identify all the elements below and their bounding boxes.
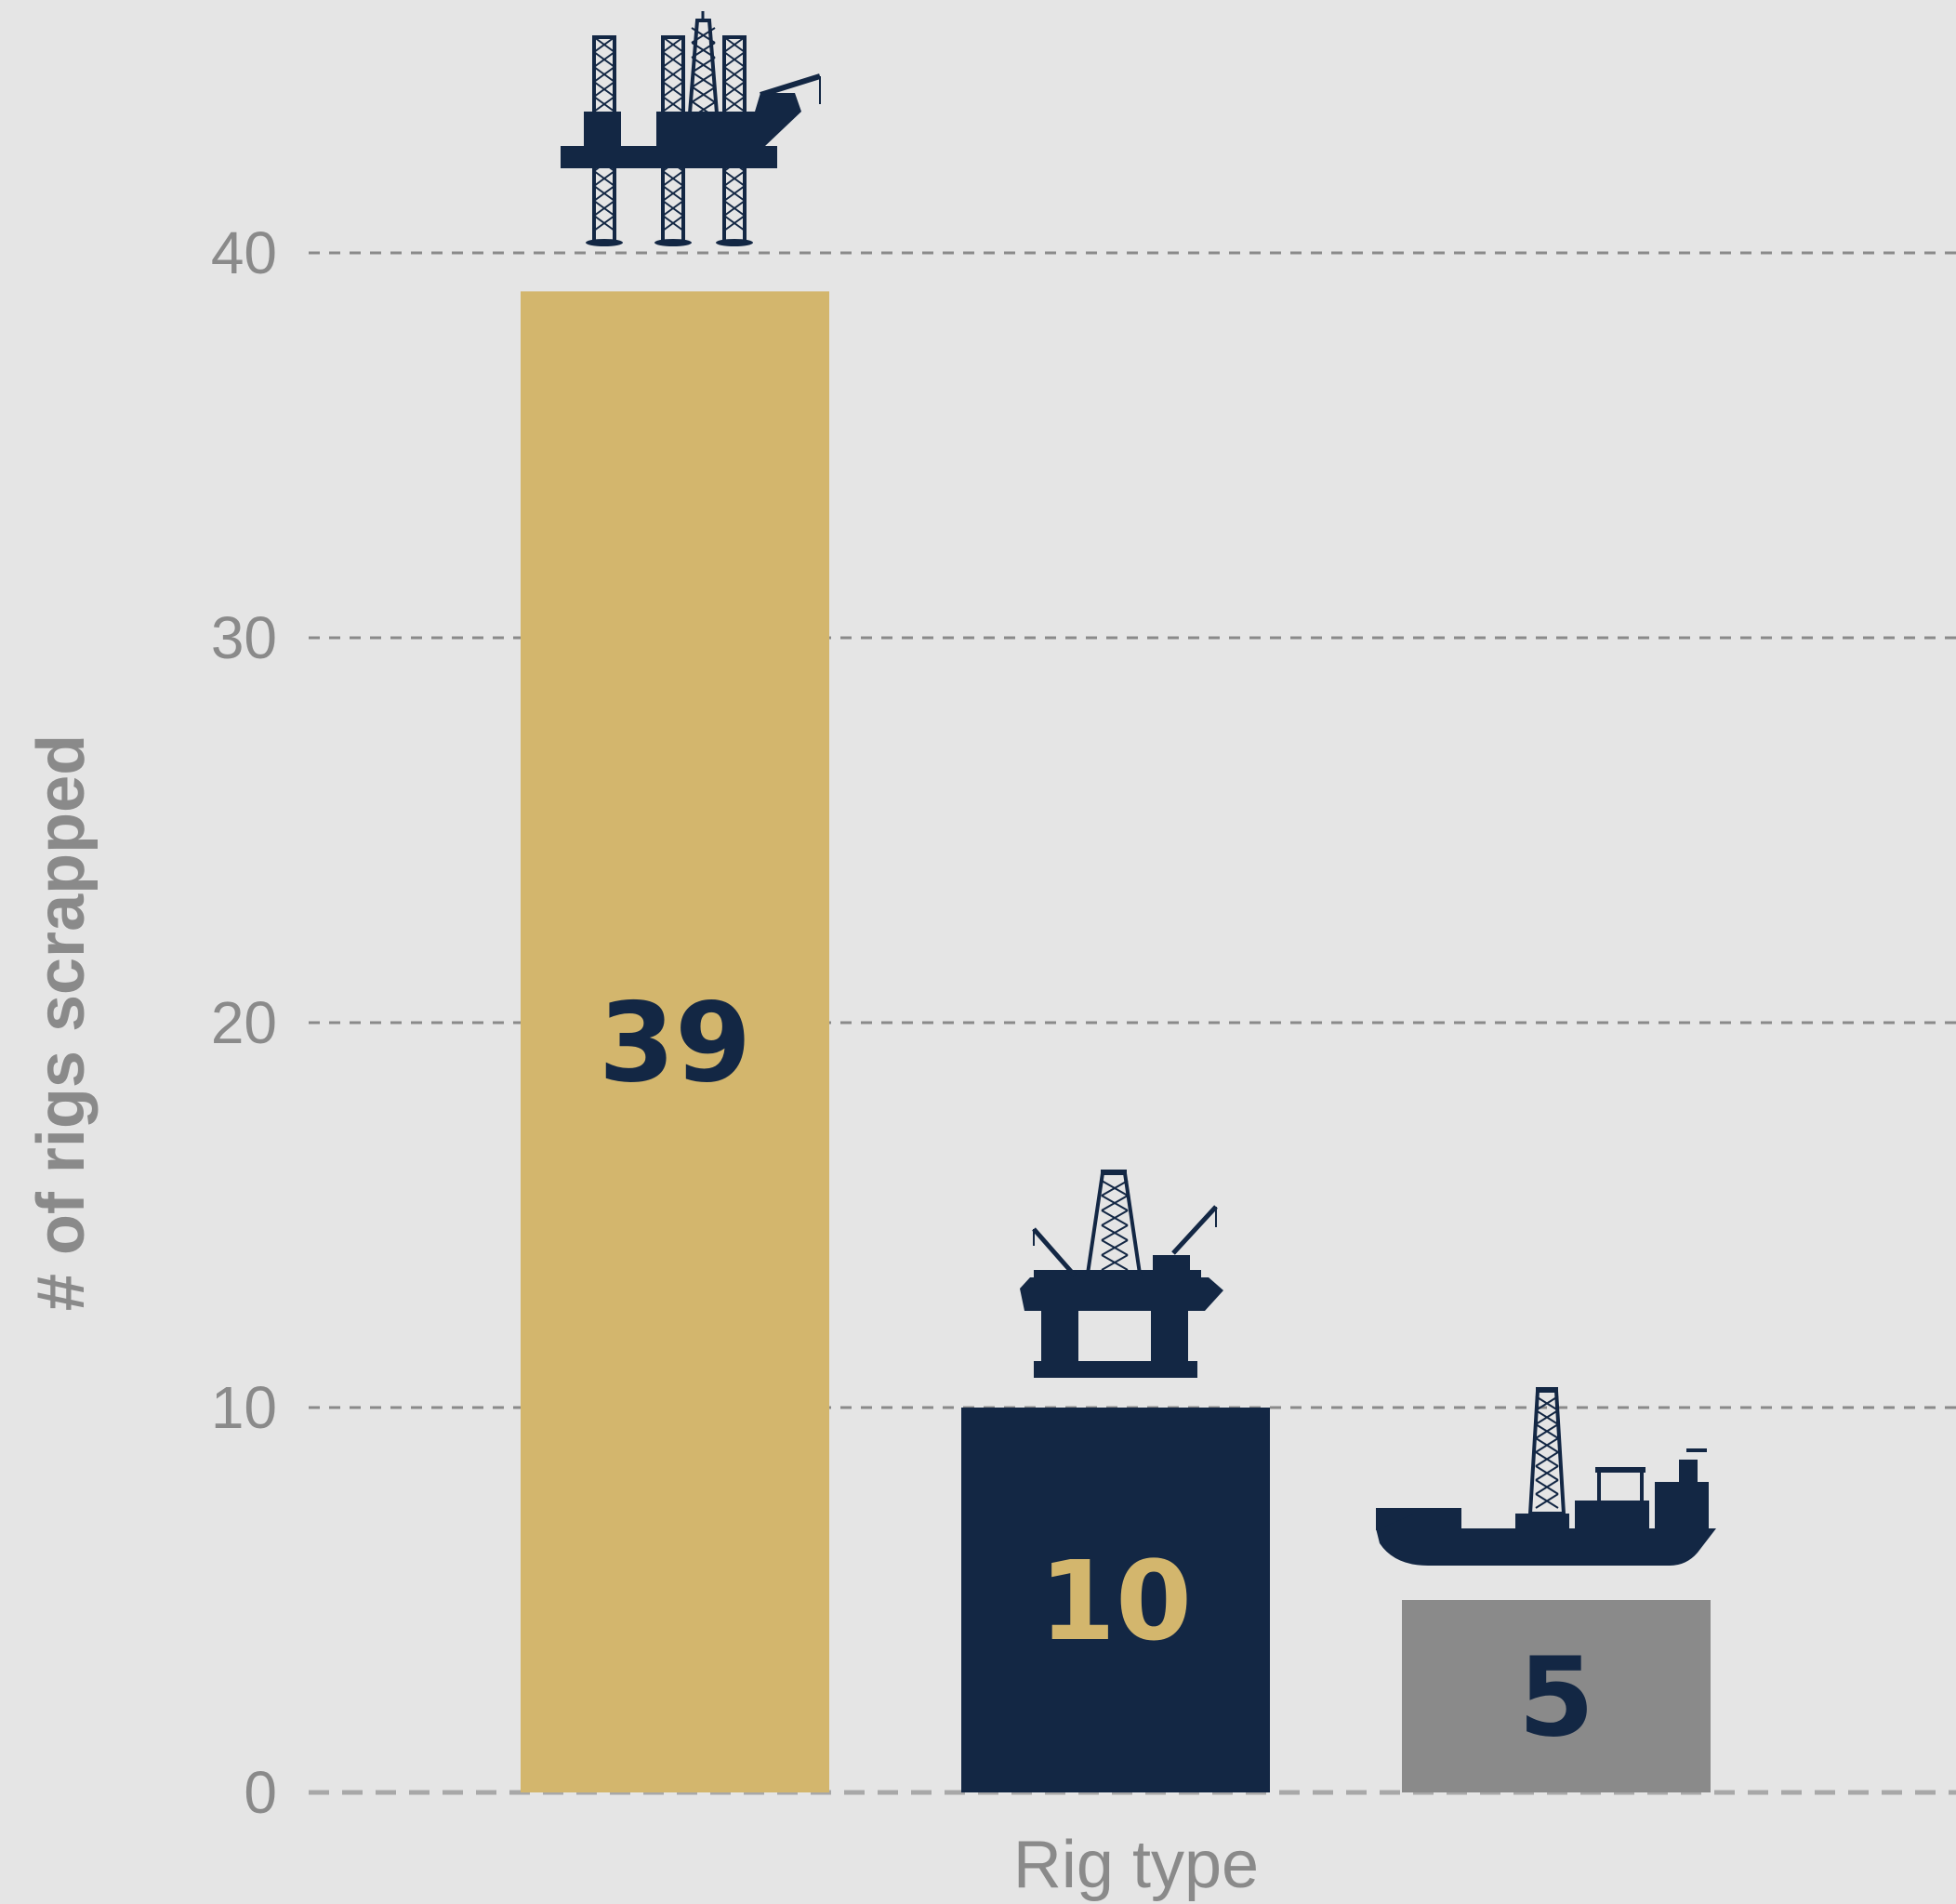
bars [521,291,1711,1792]
y-axis-ticks: 0 10 20 30 40 [211,219,277,1826]
bar-2 [1402,1600,1711,1792]
y-axis-title: # of rigs scrapped [24,734,99,1311]
bar-1 [961,1408,1270,1792]
bar-0 [521,291,829,1792]
drillship-icon [1376,1387,1716,1566]
jackup-rig-icon [561,11,821,246]
y-tick-label-20: 20 [211,989,277,1056]
y-tick-label-30: 30 [211,604,277,671]
x-axis-title: Rig type [1013,1828,1259,1902]
bar-value-label-2: 5 [1518,1633,1594,1762]
y-tick-label-40: 40 [211,219,277,286]
bar-value-labels: 39 10 5 [599,979,1594,1762]
y-tick-label-10: 10 [211,1374,277,1441]
bar-value-label-0: 39 [599,979,751,1107]
semisubmersible-rig-icon [1020,1170,1223,1378]
rig-icons [561,11,1716,1566]
bar-value-label-1: 10 [1039,1537,1192,1665]
y-tick-label-0: 0 [244,1759,277,1826]
